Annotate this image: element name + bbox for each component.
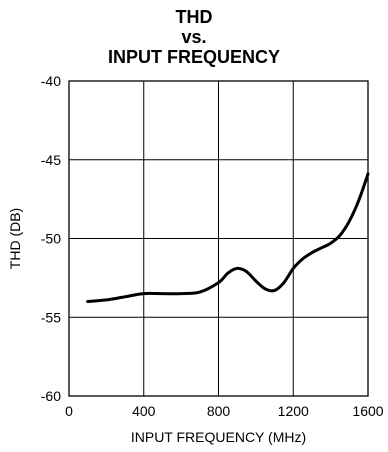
- y-tick-label: -40: [41, 73, 61, 89]
- x-axis-label: INPUT FREQUENCY (MHz): [131, 429, 306, 445]
- y-tick-label: -60: [41, 388, 61, 404]
- chart-title-line-3: INPUT FREQUENCY: [107, 47, 280, 67]
- chart-title-line-2: vs.: [181, 27, 207, 47]
- x-tick-label: 800: [207, 403, 231, 419]
- x-tick-label: 1600: [352, 403, 383, 419]
- chart-title-line-1: THD: [175, 7, 213, 27]
- grid-lines: [69, 81, 368, 396]
- y-tick-label: -45: [41, 152, 61, 168]
- y-tick-label: -55: [41, 309, 61, 325]
- y-axis-label: THD (DB): [7, 208, 23, 269]
- x-tick-label: 1200: [278, 403, 309, 419]
- thd-series-line: [86, 172, 370, 303]
- x-tick-label: 400: [132, 403, 156, 419]
- x-tick-label: 0: [65, 403, 73, 419]
- tick-labels: 0 400 800 1200 1600 -40 -45 -50 -55 -60: [41, 73, 384, 419]
- y-tick-label: -50: [41, 231, 61, 247]
